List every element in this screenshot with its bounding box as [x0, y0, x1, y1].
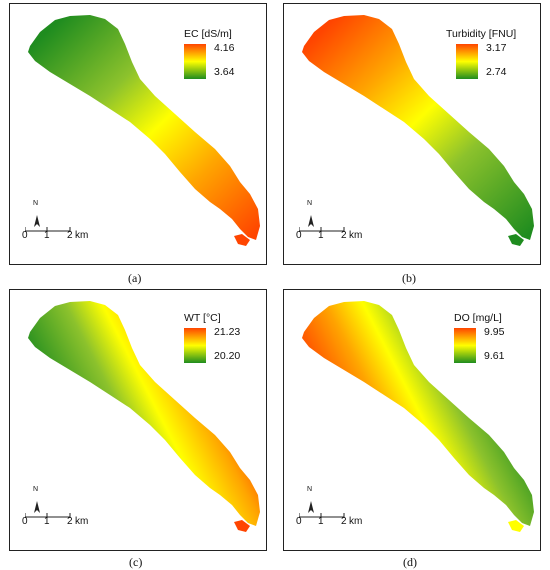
north-arrow-icon [299, 215, 345, 232]
scale-tick-0: 0 [296, 516, 302, 527]
scale-tick-0: 0 [22, 516, 28, 527]
scale-unit: km [349, 516, 363, 527]
scale-tick-2: 2 [67, 516, 73, 527]
legend-color-ramp [184, 44, 206, 79]
legend-title: WT [°C] [184, 312, 221, 324]
legend-max-value: 4.16 [214, 42, 235, 54]
scale-tick-2: 2 [341, 230, 347, 241]
scale-tick-1: 1 [318, 516, 324, 527]
legend-min-value: 2.74 [486, 66, 507, 78]
north-arrow-icon [25, 501, 71, 518]
north-label: N [307, 200, 313, 207]
scale-tick-0: 0 [296, 230, 302, 241]
caption-c: (c) [129, 555, 143, 569]
north-arrow-icon [299, 501, 345, 518]
caption-b: (b) [402, 271, 416, 285]
map-panel-c: WT [°C] 21.23 20.20 N 0 1 2 km [9, 289, 267, 551]
legend-min-value: 9.61 [484, 350, 505, 362]
legend-title: EC [dS/m] [184, 28, 232, 40]
legend-min-value: 3.64 [214, 66, 235, 78]
scale-tick-2: 2 [341, 516, 347, 527]
scale-tick-0: 0 [22, 230, 28, 241]
north-label: N [33, 200, 39, 207]
north-arrow-icon [25, 215, 71, 232]
legend-max-value: 3.17 [486, 42, 507, 54]
scale-tick-1: 1 [44, 516, 50, 527]
legend-color-ramp [456, 44, 478, 79]
scale-unit: km [349, 230, 363, 241]
map-panel-a: EC [dS/m] 4.16 3.64 N 0 1 2 km [9, 3, 267, 265]
legend-min-value: 20.20 [214, 350, 241, 362]
legend-max-value: 21.23 [214, 326, 241, 338]
legend-title: Turbidity [FNU] [446, 28, 517, 40]
north-label: N [307, 486, 313, 493]
caption-d: (d) [403, 555, 417, 569]
legend-max-value: 9.95 [484, 326, 505, 338]
north-label: N [33, 486, 39, 493]
map-panel-d: DO [mg/L] 9.95 9.61 N 0 1 2 km [283, 289, 541, 551]
scale-tick-1: 1 [318, 230, 324, 241]
legend-color-ramp [184, 328, 206, 363]
legend-title: DO [mg/L] [454, 312, 502, 324]
scale-unit: km [75, 516, 89, 527]
legend-color-ramp [454, 328, 476, 363]
scale-tick-1: 1 [44, 230, 50, 241]
scale-unit: km [75, 230, 89, 241]
scale-tick-2: 2 [67, 230, 73, 241]
map-panel-b: Turbidity [FNU] 3.17 2.74 N 0 1 2 km [283, 3, 541, 265]
caption-a: (a) [128, 271, 142, 285]
